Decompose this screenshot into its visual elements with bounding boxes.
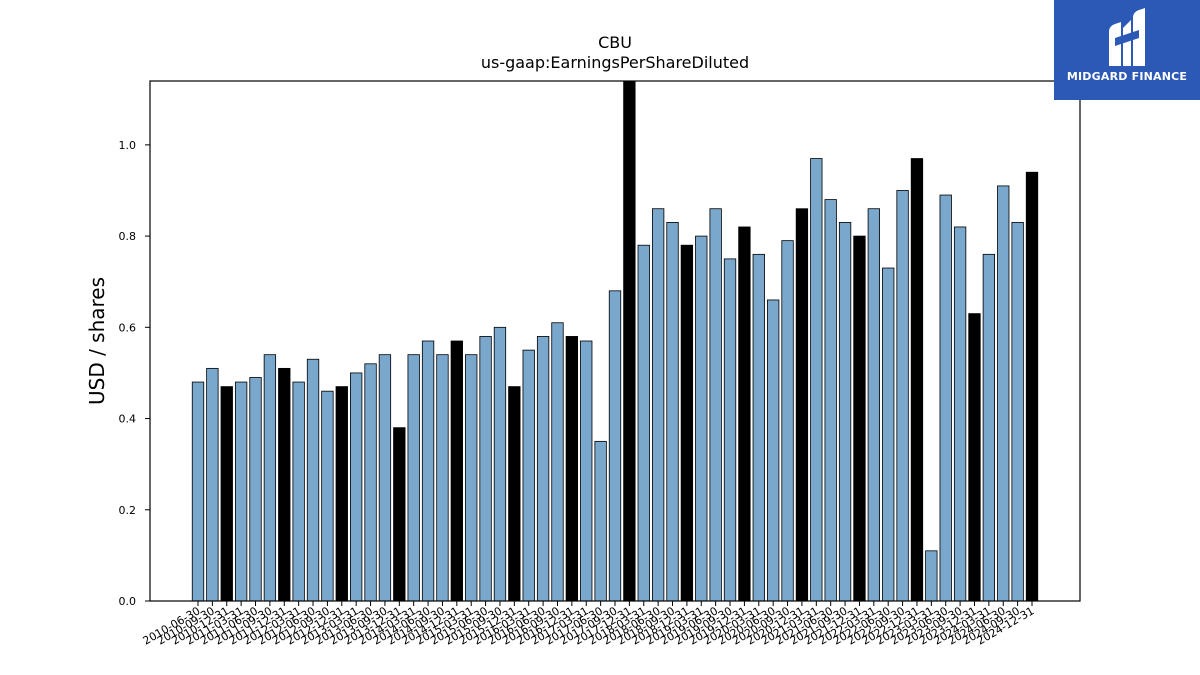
bar <box>896 190 909 602</box>
bar <box>810 158 823 602</box>
bar <box>680 244 694 602</box>
bar <box>522 349 535 602</box>
bar <box>594 440 607 602</box>
bar <box>824 199 837 602</box>
bar <box>608 290 622 602</box>
y-tick-label: 0.4 <box>119 413 137 426</box>
bar <box>234 381 248 602</box>
bar <box>263 354 277 602</box>
bar <box>493 326 507 602</box>
y-axis-ticks: 0.0 0.2 0.4 0.6 0.8 1.0 <box>119 139 150 608</box>
bar <box>335 386 348 602</box>
bar <box>666 221 679 602</box>
bar <box>580 340 593 602</box>
bar <box>752 253 765 602</box>
bar <box>407 354 420 602</box>
bar <box>853 235 866 602</box>
bar <box>450 340 463 602</box>
bar <box>249 377 262 602</box>
bar <box>867 208 880 602</box>
y-tick-label: 0.0 <box>119 595 137 608</box>
bar <box>306 358 320 602</box>
bar <box>838 221 852 602</box>
y-tick-label: 0.8 <box>119 230 137 243</box>
bar <box>378 354 392 602</box>
bar <box>709 208 722 602</box>
bar <box>637 244 650 602</box>
y-axis-label: USD / shares <box>85 277 109 405</box>
chart-title: CBU <box>598 33 632 52</box>
bar <box>206 367 219 602</box>
bar <box>364 363 377 602</box>
x-axis-ticks: 2010-06-302010-09-302010-12-312011-03-31… <box>141 601 1037 648</box>
bar <box>723 258 737 602</box>
bar <box>191 381 205 602</box>
bar <box>953 226 967 602</box>
bar <box>925 550 938 602</box>
bar <box>479 336 492 602</box>
bar <box>997 185 1010 602</box>
bar <box>651 208 665 602</box>
bar <box>536 336 550 602</box>
bar <box>738 226 751 602</box>
bar <box>508 386 521 602</box>
bar <box>982 253 996 602</box>
bar <box>795 208 809 602</box>
chart-subtitle: us-gaap:EarningsPerShareDiluted <box>481 53 749 72</box>
bar <box>465 354 478 602</box>
bar <box>278 367 291 602</box>
bar <box>695 235 708 602</box>
bar <box>220 386 233 602</box>
bar <box>882 267 895 602</box>
bar <box>292 381 305 602</box>
bar <box>767 299 780 602</box>
bar <box>421 340 435 602</box>
bar <box>781 240 794 602</box>
bar <box>623 80 636 602</box>
bar <box>968 313 981 602</box>
plot-frame <box>149 80 1081 602</box>
midgard-logo-icon <box>1109 8 1145 66</box>
bar <box>565 336 579 602</box>
bar <box>1011 221 1024 602</box>
bar <box>551 322 564 602</box>
brand-logo: MIDGARD FINANCE <box>1054 0 1200 100</box>
bar <box>393 427 406 602</box>
bar <box>1025 171 1039 602</box>
bar <box>321 390 334 602</box>
y-tick-label: 1.0 <box>119 139 137 152</box>
bars-group <box>191 80 1039 602</box>
y-tick-label: 0.2 <box>119 504 137 517</box>
bar <box>910 158 924 602</box>
bar <box>436 354 449 602</box>
bar <box>350 372 363 602</box>
y-tick-label: 0.6 <box>119 321 137 334</box>
bar <box>939 194 952 602</box>
logo-text: MIDGARD FINANCE <box>1066 70 1188 83</box>
